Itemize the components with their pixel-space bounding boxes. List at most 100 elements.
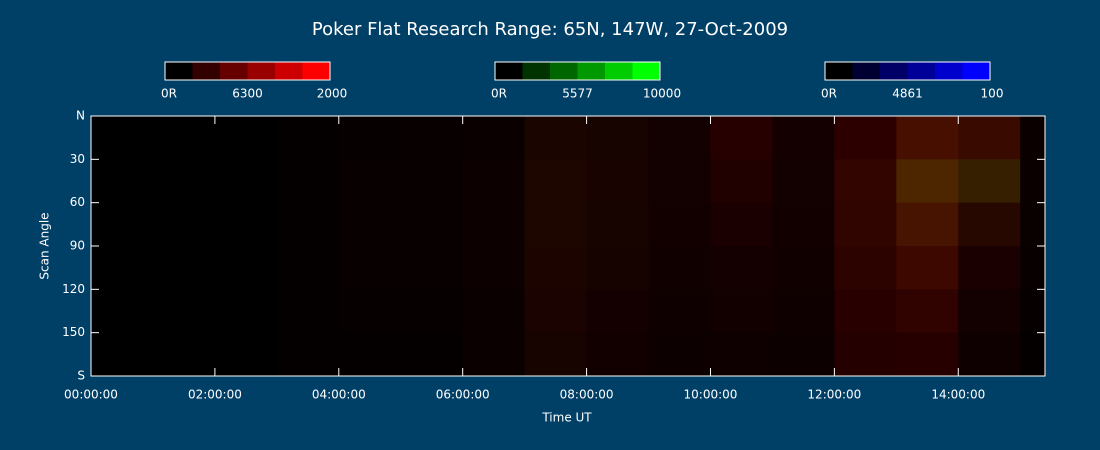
x-tick-label: 00:00:00 xyxy=(64,388,118,402)
heatmap-cell xyxy=(400,202,463,247)
heatmap-cell xyxy=(772,202,835,247)
heatmap-cell xyxy=(462,202,525,247)
heatmap-cell xyxy=(338,246,402,290)
x-axis-label: Time UT xyxy=(541,411,592,425)
heatmap-cell xyxy=(896,246,959,290)
heatmap-cell xyxy=(214,332,278,377)
heatmap-cell xyxy=(524,202,587,247)
heatmap-cell xyxy=(152,202,216,247)
heatmap-cell xyxy=(152,332,216,377)
colorbar-step xyxy=(192,62,221,80)
heatmap-cell xyxy=(710,116,773,160)
heatmap-cell xyxy=(214,159,278,203)
heatmap-cell xyxy=(276,289,340,333)
heatmap-cell xyxy=(400,246,463,290)
heatmap-cell xyxy=(400,332,463,377)
y-tick-label: 60 xyxy=(70,195,85,209)
colorbar-name: 5577 xyxy=(562,87,593,101)
colorbar-step xyxy=(247,62,276,80)
colorbar-max-label: 10000 xyxy=(643,87,681,101)
heatmap-cell xyxy=(896,332,959,377)
colorbar-step xyxy=(495,62,523,80)
heatmap-cell xyxy=(710,332,773,377)
colorbar-step xyxy=(522,62,551,80)
colorbar-min-label: 0R xyxy=(491,87,507,101)
heatmap-cell xyxy=(462,332,525,377)
heatmap-cell xyxy=(152,159,216,203)
heatmap-cell xyxy=(462,116,525,160)
heatmap-cell xyxy=(710,202,773,247)
colorbar-min-label: 0R xyxy=(161,87,177,101)
colorbar-step xyxy=(220,62,248,80)
heatmap-cell xyxy=(462,159,525,203)
heatmap-cell xyxy=(400,289,463,333)
colorbar-name: 6300 xyxy=(232,87,263,101)
heatmap-cell xyxy=(896,159,959,203)
heatmap-cell xyxy=(648,202,711,247)
y-tick-label: 150 xyxy=(62,325,85,339)
colorbar-step xyxy=(852,62,881,80)
colorbar-step xyxy=(577,62,606,80)
colorbar-step xyxy=(550,62,578,80)
heatmap-cell xyxy=(338,202,402,247)
heatmap-cell xyxy=(958,116,1021,160)
heatmap-cell xyxy=(524,246,587,290)
heatmap-cell xyxy=(586,202,649,247)
heatmap-cell xyxy=(586,116,649,160)
heatmap-cell xyxy=(648,246,711,290)
colorbar-name: 4861 xyxy=(892,87,923,101)
heatmap-cell xyxy=(91,202,154,247)
heatmap-cell xyxy=(772,159,835,203)
heatmap-cell xyxy=(1020,202,1046,247)
heatmap-cell xyxy=(834,332,897,377)
colorbar-min-label: 0R xyxy=(821,87,837,101)
colorbar-max-label: 2000 xyxy=(317,87,348,101)
heatmap-cell xyxy=(338,289,402,333)
heatmap-cell xyxy=(214,289,278,333)
heatmap-cell xyxy=(586,246,649,290)
colorbar-step xyxy=(165,62,193,80)
x-tick-label: 10:00:00 xyxy=(684,388,738,402)
heatmap-cell xyxy=(1020,246,1046,290)
heatmap-cell xyxy=(710,289,773,333)
y-tick-label: 120 xyxy=(62,282,85,296)
heatmap-cell xyxy=(772,116,835,160)
colorbar-max-label: 100 xyxy=(981,87,1004,101)
colorbar-step xyxy=(962,62,991,80)
heatmap-cell xyxy=(958,246,1021,290)
heatmap-cell xyxy=(958,332,1021,377)
heatmap-cell xyxy=(524,159,587,203)
heatmap-cell xyxy=(710,159,773,203)
heatmap-cell xyxy=(276,116,340,160)
heatmap-cell xyxy=(648,289,711,333)
heatmap-cell xyxy=(1020,289,1046,333)
heatmap-cell xyxy=(91,116,154,160)
heatmap-cell xyxy=(276,202,340,247)
heatmap-cell xyxy=(586,289,649,333)
heatmap-cell xyxy=(524,289,587,333)
heatmap-cell xyxy=(834,116,897,160)
y-tick-label: 90 xyxy=(70,239,85,253)
y-tick-label: S xyxy=(77,369,85,383)
heatmap-cell xyxy=(1020,332,1046,377)
heatmap-cell xyxy=(958,202,1021,247)
heatmap-cell xyxy=(1020,116,1046,160)
x-tick-label: 02:00:00 xyxy=(188,388,242,402)
heatmap-cell xyxy=(586,159,649,203)
heatmap-cell xyxy=(834,202,897,247)
y-tick-label: N xyxy=(76,109,85,123)
heatmap-cell xyxy=(91,332,154,377)
heatmap-cell xyxy=(834,159,897,203)
heatmap-cell xyxy=(710,246,773,290)
heatmap-cell xyxy=(772,289,835,333)
heatmap-cell xyxy=(91,159,154,203)
heatmap-cell xyxy=(152,116,216,160)
colorbar-step xyxy=(302,62,331,80)
colorbar-step xyxy=(935,62,963,80)
x-tick-label: 04:00:00 xyxy=(312,388,366,402)
y-tick-label: 30 xyxy=(70,152,85,166)
heatmap-cell xyxy=(648,116,711,160)
colorbar-step xyxy=(275,62,303,80)
colorbar-step xyxy=(880,62,908,80)
